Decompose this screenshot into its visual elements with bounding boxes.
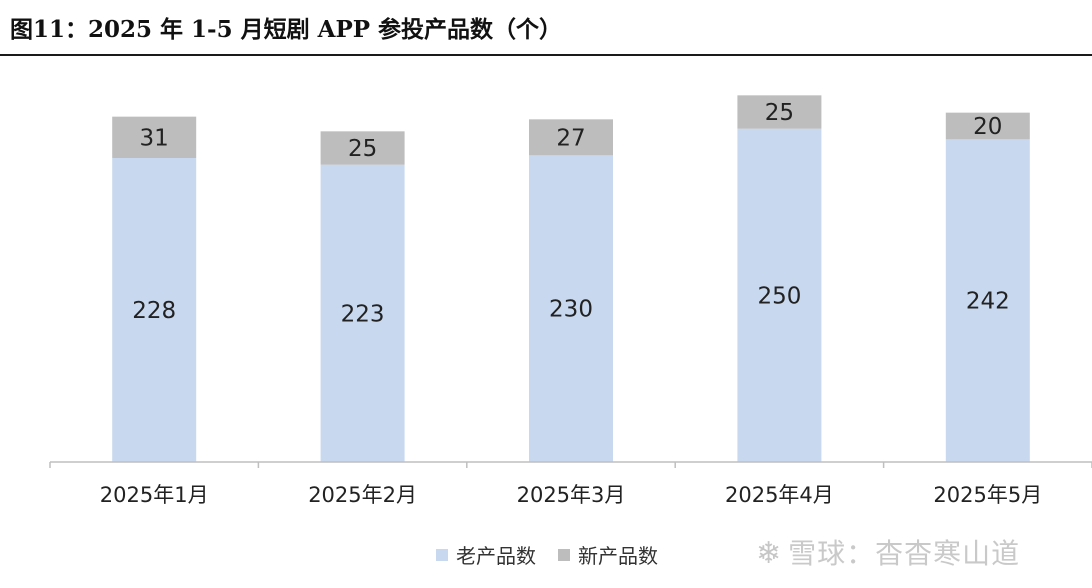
x-tick-label: 2025年1月	[100, 483, 209, 507]
bar-new-products	[320, 131, 405, 165]
bar-new-products	[737, 95, 822, 129]
chart-title: 图11：2025 年 1-5 月短剧 APP 参投产品数（个）	[10, 16, 563, 43]
snowball-logo-icon: ❄	[756, 536, 783, 571]
data-label: 31	[140, 125, 169, 151]
labels-layer: 228 31 2025年1月 223 25 2025年2月 230 27 2025年3月 250 2…	[100, 100, 1042, 507]
bar-old-products	[112, 158, 197, 462]
legend-item-new: 新产品数	[558, 540, 658, 569]
bars-layer	[112, 95, 1030, 463]
legend-label-new: 新产品数	[578, 544, 658, 568]
legend-swatch-old	[436, 548, 448, 561]
x-tick-label: 2025年3月	[517, 483, 626, 507]
data-label: 25	[765, 100, 794, 126]
x-tick-label: 2025年5月	[933, 483, 1042, 507]
data-label: 242	[966, 289, 1010, 315]
bar-new-products	[529, 119, 613, 156]
data-label: 20	[973, 114, 1002, 140]
x-axis	[49, 461, 1092, 468]
bar-new-products	[112, 116, 197, 158]
legend-swatch-new	[558, 548, 570, 561]
watermark: ❄ 雪球：杳杳寒山道	[756, 532, 1020, 572]
legend: 老产品数 新产品数	[436, 540, 680, 569]
watermark-text: 雪球：杳杳寒山道	[788, 537, 1021, 570]
bar-old-products	[529, 155, 613, 463]
data-label: 228	[132, 298, 176, 324]
bar-old-products	[945, 139, 1030, 463]
data-label: 250	[757, 283, 801, 309]
data-label: 25	[348, 136, 377, 162]
data-label: 230	[549, 297, 593, 323]
x-tick-label: 2025年4月	[725, 483, 834, 507]
x-tick-label: 2025年2月	[308, 483, 417, 507]
legend-item-old: 老产品数	[436, 540, 536, 569]
bar-new-products	[945, 112, 1030, 140]
legend-label-old: 老产品数	[456, 544, 536, 568]
bar-old-products	[320, 164, 405, 462]
data-label: 223	[341, 301, 385, 327]
title-divider	[0, 54, 1092, 56]
bar-old-products	[737, 128, 822, 462]
data-label: 27	[556, 125, 585, 151]
